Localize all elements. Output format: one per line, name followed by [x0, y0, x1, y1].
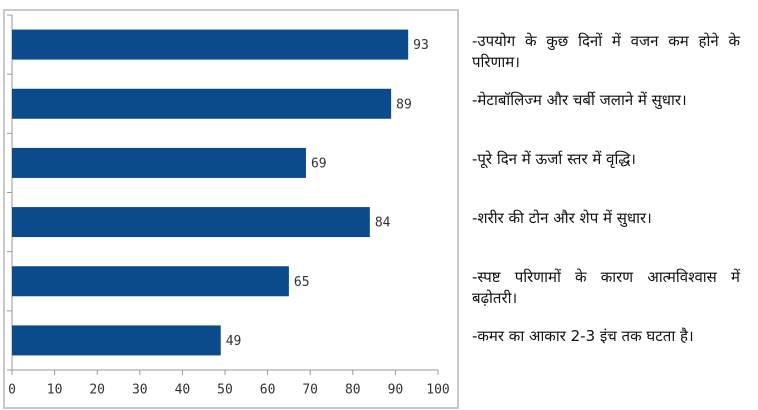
x-tick-label: 50 [217, 383, 233, 398]
x-tick-label: 10 [47, 383, 63, 398]
value-label: 84 [375, 216, 391, 231]
x-tick-label: 70 [302, 383, 318, 398]
bar [12, 266, 289, 297]
chart: 0 10 20 30 40 50 60 70 80 90 100 93 89 69 84 65 49 [3, 9, 459, 409]
value-label: 49 [226, 334, 242, 349]
x-tick-label: 0 [8, 383, 16, 398]
category-label: -उपयोग के कुछ दिनों में वजन कम होने के प… [472, 31, 740, 71]
category-label: -कमर का आकार 2-3 इंच तक घटता है। [472, 327, 694, 346]
x-tick-label: 40 [175, 383, 191, 398]
category-label: -मेटाबॉलिज्म और चर्बी जलाने में सुधार। [472, 90, 687, 109]
category-label: -पूरे दिन में ऊर्जा स्तर में वृद्धि। [472, 149, 636, 168]
bar [12, 88, 392, 119]
bar [12, 29, 409, 60]
value-label: 93 [413, 38, 429, 53]
x-tick-label: 90 [388, 383, 404, 398]
value-label: 65 [294, 275, 310, 290]
category-label: -शरीर की टोन और शेप में सुधार। [472, 209, 652, 228]
x-tick-label: 60 [260, 383, 276, 398]
x-tick-label: 20 [89, 383, 105, 398]
x-tick-label: 100 [426, 383, 449, 398]
bar [12, 207, 370, 238]
category-label: -स्पष्ट परिणामों के कारण आत्मविश्वास में… [472, 268, 740, 308]
bar [12, 325, 221, 356]
x-tick-label: 30 [132, 383, 148, 398]
chart-frame [3, 9, 459, 409]
bar [12, 147, 306, 178]
x-tick-label: 80 [345, 383, 361, 398]
value-label: 69 [311, 156, 327, 171]
value-label: 89 [396, 97, 412, 112]
